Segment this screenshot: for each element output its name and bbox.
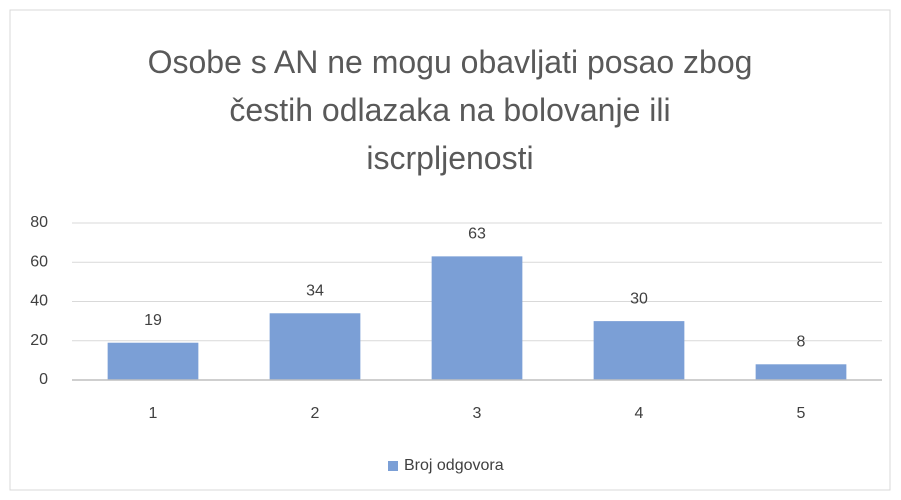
bar	[593, 321, 685, 380]
x-tick-label: 3	[473, 405, 482, 422]
y-tick-label: 40	[30, 293, 48, 310]
bar	[755, 364, 847, 380]
bar	[107, 342, 199, 380]
x-tick-label: 1	[149, 405, 158, 422]
x-tick-label: 2	[311, 405, 320, 422]
x-tick-label: 5	[797, 405, 806, 422]
data-label: 8	[797, 334, 806, 351]
chart-border	[9, 9, 891, 491]
bar	[431, 256, 523, 380]
legend-label: Broj odgovora	[404, 457, 504, 474]
data-label: 19	[144, 312, 162, 329]
y-tick-label: 60	[30, 253, 48, 270]
x-tick-label: 4	[635, 405, 644, 422]
y-tick-label: 0	[39, 371, 48, 388]
legend-swatch	[388, 461, 398, 471]
bar	[269, 313, 361, 380]
y-tick-label: 80	[30, 214, 48, 231]
chart-title: Osobe s AN ne mogu obavljati posao zbog …	[147, 44, 753, 176]
data-label: 30	[630, 290, 648, 307]
data-label: 34	[306, 282, 324, 299]
y-tick-label: 20	[30, 332, 48, 349]
data-label: 63	[468, 226, 486, 243]
